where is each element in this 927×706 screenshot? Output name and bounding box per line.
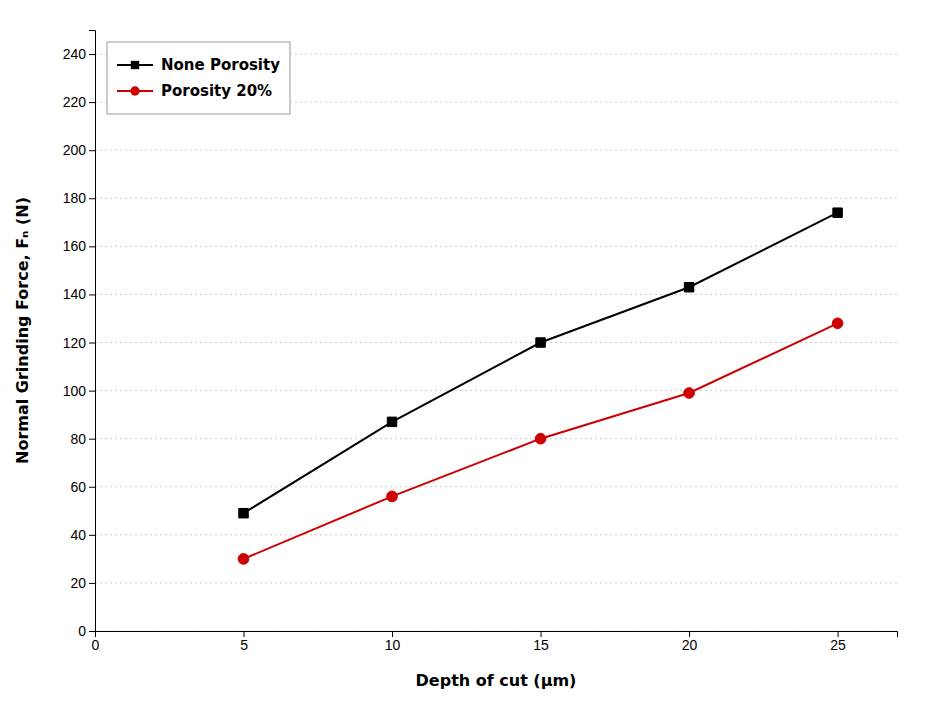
grid-line bbox=[95, 246, 897, 247]
axis-line bbox=[89, 31, 96, 632]
tick: 200 bbox=[63, 142, 95, 158]
y-axis: 0 20 40 60 80 100 120 140 160 180 200 220 240 bbox=[63, 31, 96, 639]
x-axis: 0 5 10 15 20 25 bbox=[92, 631, 898, 653]
tick-mark bbox=[89, 54, 95, 55]
legend-item: Porosity 20% bbox=[117, 82, 272, 100]
tick: 220 bbox=[63, 94, 95, 110]
tick: 100 bbox=[63, 383, 95, 399]
axis-line bbox=[96, 632, 898, 638]
point bbox=[684, 388, 695, 399]
tick: 5 bbox=[240, 631, 248, 653]
y-axis-title: Normal Grinding Force, Fₙ (N) bbox=[13, 197, 32, 464]
tick-mark bbox=[89, 535, 95, 536]
tick: 240 bbox=[63, 46, 95, 62]
legend-label: Porosity 20% bbox=[161, 82, 272, 100]
grid-line bbox=[95, 342, 897, 343]
legend-box bbox=[107, 42, 290, 114]
plot: 0 5 10 15 20 25 0 20 40 60 80 100 120 140 160 180 200 220… bbox=[63, 31, 898, 653]
point bbox=[684, 282, 693, 291]
grid-line bbox=[95, 294, 897, 295]
legend-marker bbox=[131, 61, 139, 69]
tick-mark bbox=[89, 343, 95, 344]
grid-line bbox=[95, 486, 897, 487]
tick-label: 20 bbox=[682, 637, 698, 653]
line bbox=[244, 213, 838, 514]
tick: 140 bbox=[63, 286, 95, 302]
tick-label: 20 bbox=[70, 575, 86, 591]
point bbox=[387, 491, 398, 502]
tick-label: 100 bbox=[63, 383, 87, 399]
tick: 25 bbox=[830, 631, 846, 653]
grid-line bbox=[95, 582, 897, 583]
tick: 40 bbox=[70, 527, 95, 543]
tick-label: 60 bbox=[70, 479, 86, 495]
point bbox=[238, 554, 249, 565]
tick-label: 240 bbox=[63, 46, 87, 62]
point bbox=[387, 417, 396, 426]
tick-label: 40 bbox=[70, 527, 86, 543]
point bbox=[535, 433, 546, 444]
tick-label: 160 bbox=[63, 238, 87, 254]
tick-mark bbox=[89, 391, 95, 392]
tick: 0 bbox=[78, 623, 95, 639]
legend-item: None Porosity bbox=[117, 56, 280, 74]
tick-label: 200 bbox=[63, 142, 87, 158]
tick-mark bbox=[89, 246, 95, 247]
tick-label: 10 bbox=[385, 637, 401, 653]
tick-mark bbox=[89, 439, 95, 440]
grid-line bbox=[95, 390, 897, 391]
tick-mark bbox=[89, 294, 95, 295]
tick-label: 180 bbox=[63, 190, 87, 206]
tick-mark bbox=[89, 583, 95, 584]
tick-mark bbox=[89, 487, 95, 488]
grid-line bbox=[95, 534, 897, 535]
tick-mark bbox=[89, 631, 95, 632]
tick-label: 5 bbox=[240, 637, 248, 653]
y-grid bbox=[95, 54, 897, 631]
tick-label: 80 bbox=[70, 431, 86, 447]
chart: 0 5 10 15 20 25 0 20 40 60 80 100 120 140 160 180 200 220… bbox=[0, 0, 927, 706]
tick-mark bbox=[89, 150, 95, 151]
tick-label: 140 bbox=[63, 286, 87, 302]
tick: 60 bbox=[70, 479, 95, 495]
tick: 120 bbox=[63, 335, 95, 351]
grid-line bbox=[95, 198, 897, 199]
point bbox=[833, 208, 842, 217]
legend-marker bbox=[130, 86, 139, 95]
tick-label: 0 bbox=[92, 637, 100, 653]
tick-label: 25 bbox=[830, 637, 846, 653]
tick: 80 bbox=[70, 431, 95, 447]
tick-mark bbox=[89, 102, 95, 103]
legend: None Porosity Porosity 20% bbox=[107, 42, 290, 114]
legend-label: None Porosity bbox=[161, 56, 280, 74]
tick-mark bbox=[89, 198, 95, 199]
line bbox=[244, 323, 838, 559]
tick-label: 220 bbox=[63, 94, 87, 110]
marks bbox=[238, 208, 843, 564]
grid-line bbox=[95, 150, 897, 151]
point bbox=[536, 338, 545, 347]
x-axis-title: Depth of cut (μm) bbox=[416, 671, 577, 690]
tick: 0 bbox=[92, 631, 100, 653]
point bbox=[239, 508, 248, 517]
tick: 15 bbox=[533, 631, 549, 653]
tick-label: 0 bbox=[78, 623, 86, 639]
tick: 20 bbox=[70, 575, 95, 591]
series bbox=[238, 318, 843, 564]
tick-label: 120 bbox=[63, 335, 87, 351]
tick: 10 bbox=[385, 631, 401, 653]
tick-label: 15 bbox=[533, 637, 549, 653]
tick: 20 bbox=[682, 631, 698, 653]
grid-line bbox=[95, 438, 897, 439]
point bbox=[832, 318, 843, 329]
tick: 160 bbox=[63, 238, 95, 254]
tick: 180 bbox=[63, 190, 95, 206]
